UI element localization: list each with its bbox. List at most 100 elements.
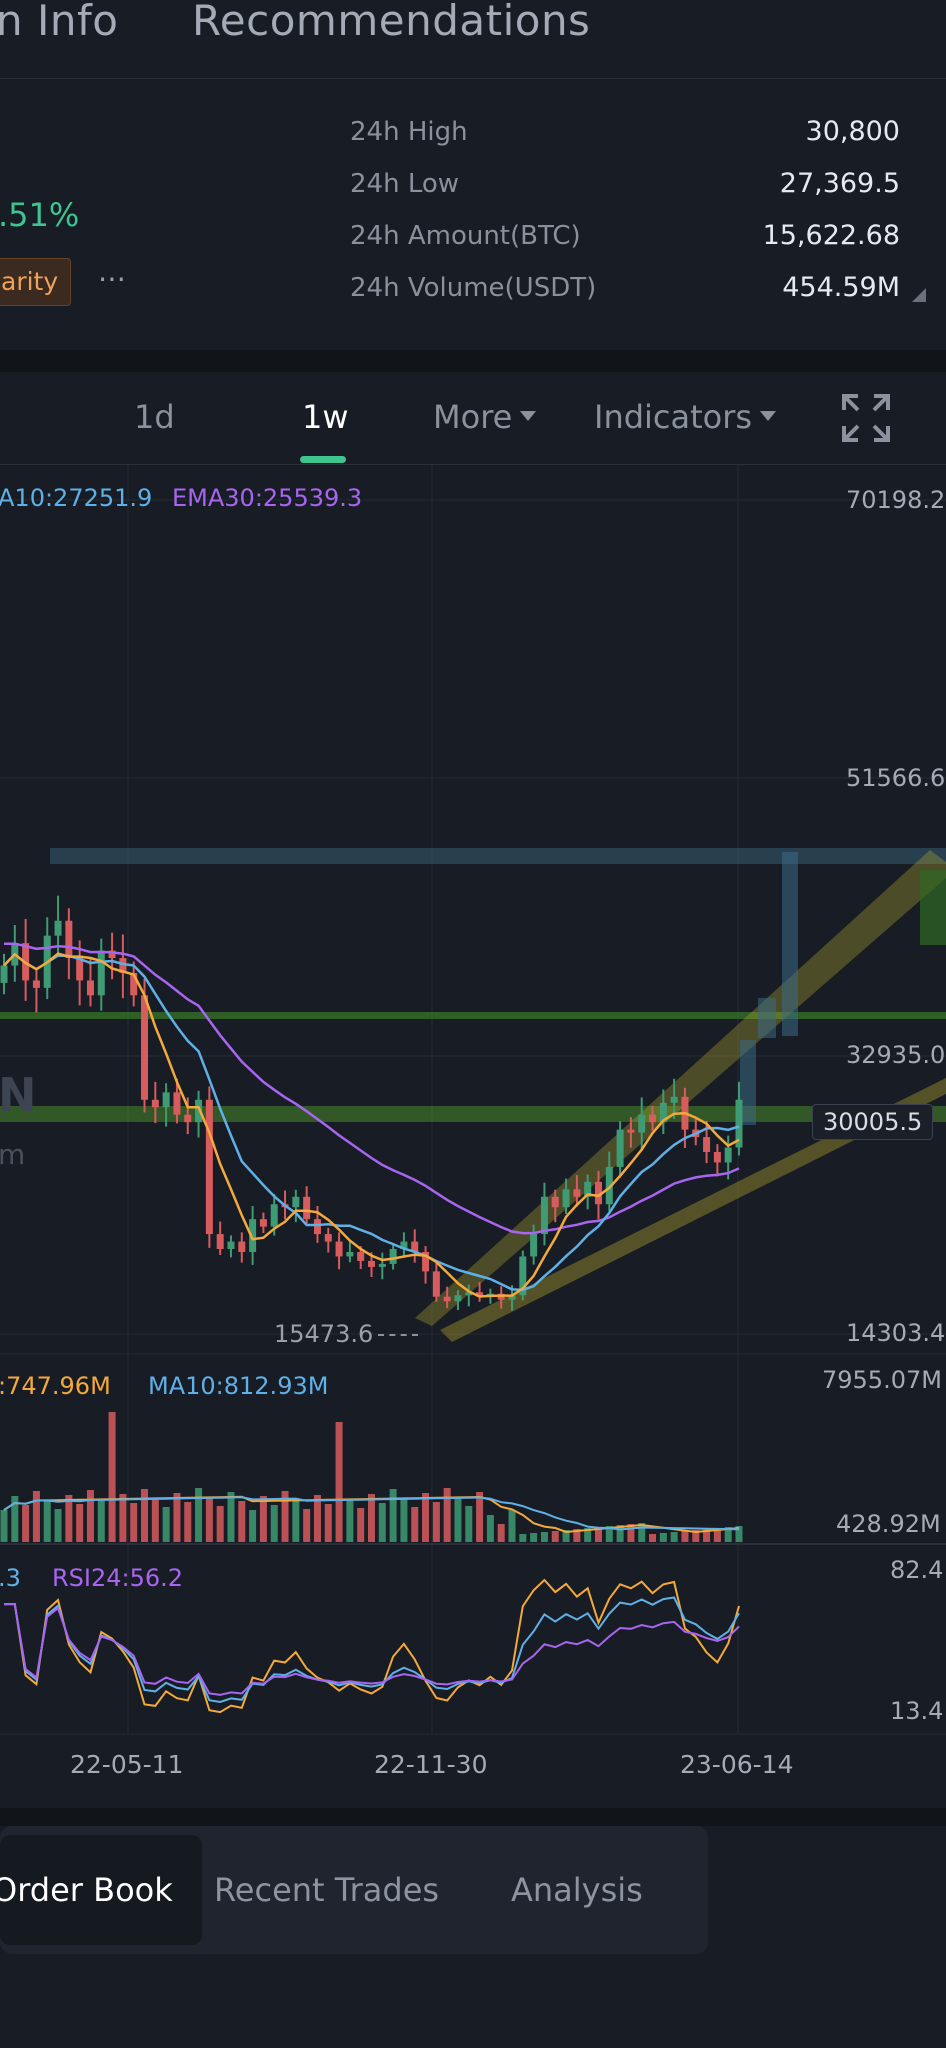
candle-body <box>65 920 73 959</box>
low-marker-dash <box>378 1334 418 1336</box>
volume-bar <box>443 1488 451 1542</box>
candle-body <box>335 1241 343 1257</box>
volume-bar <box>368 1494 375 1542</box>
volume-bar <box>357 1508 365 1542</box>
fullscreen-icon[interactable] <box>840 392 892 444</box>
volume-bar <box>681 1531 689 1542</box>
candle-body <box>227 1241 235 1250</box>
candle-body <box>551 1196 559 1208</box>
candle-body <box>540 1196 548 1235</box>
tag-badge[interactable]: arity <box>0 258 72 306</box>
candle-body <box>670 1096 678 1103</box>
price-change-percent: .51% <box>0 196 80 234</box>
candle-body <box>357 1251 365 1261</box>
caret-down-icon <box>520 411 537 421</box>
candle-body <box>638 1114 646 1133</box>
volume-bar <box>454 1497 462 1542</box>
volume-bar <box>422 1493 430 1542</box>
volume-bar <box>205 1497 213 1542</box>
target-box <box>782 852 798 1036</box>
stat-value-volume: 454.59M <box>782 272 900 303</box>
candle-body <box>249 1219 257 1252</box>
candle-body <box>368 1260 375 1267</box>
tab-recent-trades[interactable]: Recent Trades <box>214 1871 440 1909</box>
ema30-legend: EMA30:25539.3 <box>172 484 363 512</box>
volume-bar <box>303 1509 311 1542</box>
candle-body <box>400 1241 408 1250</box>
volume-bar <box>573 1529 581 1542</box>
price-y-label-1: 70198.2 <box>846 486 946 514</box>
candle-body <box>605 1166 613 1205</box>
volume-bar <box>562 1530 570 1542</box>
candle-body <box>195 1099 203 1123</box>
candle-body <box>713 1152 721 1163</box>
current-price-label: 30005.5 <box>812 1104 934 1140</box>
candle-body <box>141 995 149 1100</box>
low-price-marker: 15473.6 <box>274 1320 374 1348</box>
volume-bar <box>432 1502 440 1542</box>
volume-bar <box>281 1491 289 1542</box>
candle-body <box>411 1241 419 1252</box>
candle-body <box>476 1292 484 1297</box>
target-box <box>920 870 946 945</box>
price-y-label-2: 51566.6 <box>846 764 946 792</box>
price-y-label-4: 14303.4 <box>846 1319 946 1347</box>
chart-top-divider <box>0 464 946 465</box>
more-dropdown[interactable]: More <box>433 398 537 436</box>
volume-bar <box>76 1504 84 1542</box>
stat-value-high: 30,800 <box>805 116 900 147</box>
candle-body <box>108 950 116 959</box>
rsi-legend-1: .3 <box>0 1564 21 1592</box>
volume-bar <box>713 1528 721 1542</box>
volume-bar <box>411 1507 419 1542</box>
candle-body <box>173 1092 181 1115</box>
volume-bar <box>335 1422 343 1542</box>
candle-body <box>584 1181 592 1197</box>
moving-average-lines <box>3 942 740 1298</box>
volume-bar <box>119 1494 127 1542</box>
rsi-lines <box>4 1578 740 1714</box>
volume-bar <box>605 1526 613 1542</box>
tab-order-book[interactable]: Order Book <box>0 1835 202 1945</box>
channel-upper <box>415 850 946 1326</box>
interval-1w[interactable]: 1w <box>302 398 349 436</box>
more-options-icon[interactable]: ⋯ <box>98 262 126 295</box>
channel-lower <box>440 1078 946 1342</box>
indicators-dropdown[interactable]: Indicators <box>594 398 777 436</box>
volume-bar <box>249 1510 257 1542</box>
support-line <box>0 1012 946 1019</box>
candle-body <box>703 1137 711 1153</box>
stat-label-low: 24h Low <box>350 169 460 199</box>
volume-y-label-max: 7955.07M <box>822 1366 942 1394</box>
candle-body <box>184 1114 192 1123</box>
volume-bar <box>659 1533 667 1542</box>
volume-bar <box>162 1507 170 1542</box>
stat-value-amount: 15,622.68 <box>762 220 900 251</box>
caret-down-icon <box>760 411 777 421</box>
candle-body <box>259 1219 267 1227</box>
candle-body <box>735 1099 743 1148</box>
x-label-1: 22-05-11 <box>70 1750 184 1779</box>
price-chart[interactable] <box>0 464 946 1764</box>
target-box <box>740 1040 756 1125</box>
x-label-3: 23-06-14 <box>680 1750 794 1779</box>
volume-bar <box>11 1496 19 1542</box>
tab-recommendations[interactable]: Recommendations <box>192 0 591 45</box>
tab-coin-info[interactable]: n Info <box>0 0 119 45</box>
volume-bar <box>400 1498 408 1542</box>
volume-bar <box>638 1523 646 1542</box>
candle-body <box>454 1295 462 1302</box>
candle-body <box>422 1251 430 1272</box>
volume-bar <box>346 1499 354 1542</box>
volume-bar <box>0 1510 8 1542</box>
volume-bar <box>173 1493 181 1542</box>
volume-bar <box>594 1527 602 1542</box>
volume-bar <box>465 1506 473 1542</box>
interval-1d[interactable]: 1d <box>134 398 175 436</box>
candle-body <box>97 950 105 996</box>
tab-analysis[interactable]: Analysis <box>511 1871 643 1909</box>
volume-bar <box>497 1524 505 1542</box>
volume-ma10-line <box>3 1496 740 1531</box>
candle-body <box>86 980 94 996</box>
candle-body <box>270 1204 278 1227</box>
